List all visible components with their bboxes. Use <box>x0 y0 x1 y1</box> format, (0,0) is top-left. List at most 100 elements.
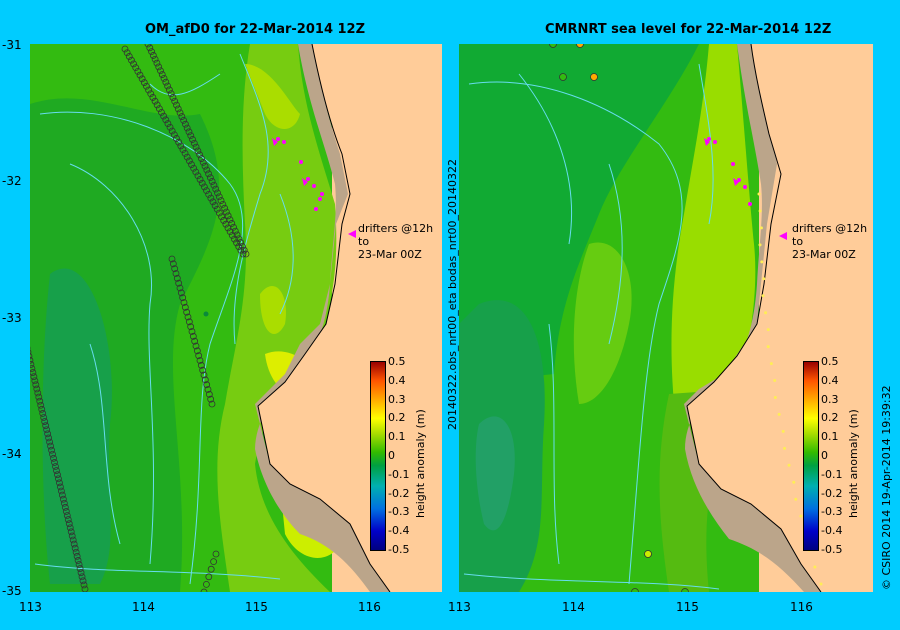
altimeter-point <box>179 146 187 154</box>
altimeter-point <box>193 347 201 355</box>
altimeter-point <box>177 142 185 150</box>
altimeter-point <box>45 434 53 442</box>
left-panel-title: OM_afD0 for 22-Mar-2014 12Z <box>145 22 366 37</box>
altimeter-point <box>182 120 189 128</box>
right-colorbar-tick: 0.5 <box>821 355 839 368</box>
altimeter-point <box>155 63 163 71</box>
altimeter-point <box>219 200 227 208</box>
right-map-panel: drifters @12h to 23-Mar 00Z <box>459 44 873 592</box>
altimeter-point <box>167 90 175 98</box>
credit-label: © CSIRO 2014 19-Apr-2014 19:39:32 <box>880 385 893 590</box>
altimeter-point <box>42 422 50 430</box>
left-drifter-note-line1: drifters @12h to <box>358 222 434 248</box>
right-colorbar-tick: -0.3 <box>821 505 843 519</box>
left-colorbar-tick: 0.1 <box>388 430 406 444</box>
altimeter-point <box>148 48 155 56</box>
altimeter-point <box>175 279 183 287</box>
lat-tick-34: -34 <box>2 447 22 461</box>
coastal-obs-dot <box>792 480 796 484</box>
altimeter-point <box>681 588 689 592</box>
altimeter-point <box>205 390 213 398</box>
altimeter-point <box>194 172 202 180</box>
altimeter-point <box>47 442 54 450</box>
right-drifter-markers <box>704 137 787 240</box>
left-colorbar-tick: 0.4 <box>388 373 406 387</box>
coastal-obs-dot <box>783 446 787 450</box>
altimeter-point <box>60 499 68 507</box>
altimeter-point <box>173 101 180 109</box>
altimeter-point <box>74 557 82 564</box>
altimeter-point <box>202 581 210 588</box>
altimeter-point <box>172 270 180 277</box>
altimeter-point <box>237 246 245 254</box>
altimeter-point <box>149 52 157 59</box>
right-colorbar-tick: 0.3 <box>821 392 839 406</box>
altimeter-point <box>69 536 77 544</box>
lon-tick-113-left: 113 <box>19 600 42 614</box>
right-panel-title: CMRNRT sea level for 22-Mar-2014 12Z <box>545 22 832 37</box>
altimeter-point <box>180 116 188 124</box>
altimeter-point <box>145 86 152 94</box>
altimeter-point <box>198 179 206 187</box>
altimeter-point <box>242 250 250 258</box>
altimeter-point <box>144 44 152 48</box>
altimeter-point <box>55 475 62 483</box>
altimeter-point <box>190 164 198 172</box>
altimeter-point <box>64 516 72 523</box>
coastal-obs-dot <box>761 294 765 298</box>
coastal-obs-dot <box>773 379 777 383</box>
altimeter-point <box>66 524 74 532</box>
altimeter-point <box>188 328 196 335</box>
altimeter-point <box>153 101 161 109</box>
altimeter-point <box>203 381 211 389</box>
right-colorbar-tick: -0.2 <box>821 486 843 500</box>
altimeter-point <box>138 75 146 83</box>
altimeter-point <box>176 284 184 292</box>
altimeter-point <box>162 116 170 124</box>
left-colorbar-tick: 0 <box>388 449 395 462</box>
altimeter-point <box>77 569 85 577</box>
altimeter-point <box>196 357 204 364</box>
altimeter-point <box>184 313 192 321</box>
altimeter-point <box>39 410 47 417</box>
altimeter-point <box>189 332 197 340</box>
altimeter-point <box>189 136 196 143</box>
left-colorbar-tick: 0.5 <box>388 355 406 368</box>
coastal-obs-dot <box>819 582 823 586</box>
altimeter-point <box>206 174 214 182</box>
right-colorbar-tick: -0.5 <box>821 543 843 556</box>
altimeter-point <box>178 113 186 120</box>
altimeter-point <box>134 67 142 75</box>
altimeter-point <box>576 44 584 48</box>
lon-tick-116-right: 116 <box>790 600 813 614</box>
altimeter-point <box>56 479 63 487</box>
coastal-obs-dot <box>758 243 762 247</box>
altimeter-point <box>180 299 188 306</box>
coastal-obs-dot <box>764 311 768 315</box>
altimeter-point <box>559 73 567 81</box>
altimeter-point <box>181 149 189 157</box>
altimeter-point <box>171 265 179 273</box>
altimeter-point <box>190 139 198 147</box>
altimeter-point <box>30 349 32 355</box>
altimeter-point <box>59 495 67 503</box>
altimeter-point <box>217 197 225 204</box>
altimeter-point <box>239 250 247 258</box>
altimeter-point <box>62 508 70 515</box>
altimeter-point <box>52 463 59 470</box>
coastal-obs-dot <box>757 192 761 196</box>
right-colorbar-label: height anomaly (m) <box>847 409 860 518</box>
altimeter-point <box>162 78 170 86</box>
altimeter-point <box>153 59 161 67</box>
altimeter-point <box>208 178 216 185</box>
left-colorbar-label: height anomaly (m) <box>414 409 427 518</box>
altimeter-point <box>631 588 639 592</box>
coastal-obs-dot <box>762 277 766 281</box>
altimeter-point <box>136 71 144 79</box>
left-colorbar-tick: -0.5 <box>388 543 410 556</box>
altimeter-point <box>36 397 44 405</box>
altimeter-point <box>30 353 33 360</box>
altimeter-point <box>214 189 221 197</box>
altimeter-point <box>204 386 212 393</box>
altimeter-point <box>181 303 189 311</box>
